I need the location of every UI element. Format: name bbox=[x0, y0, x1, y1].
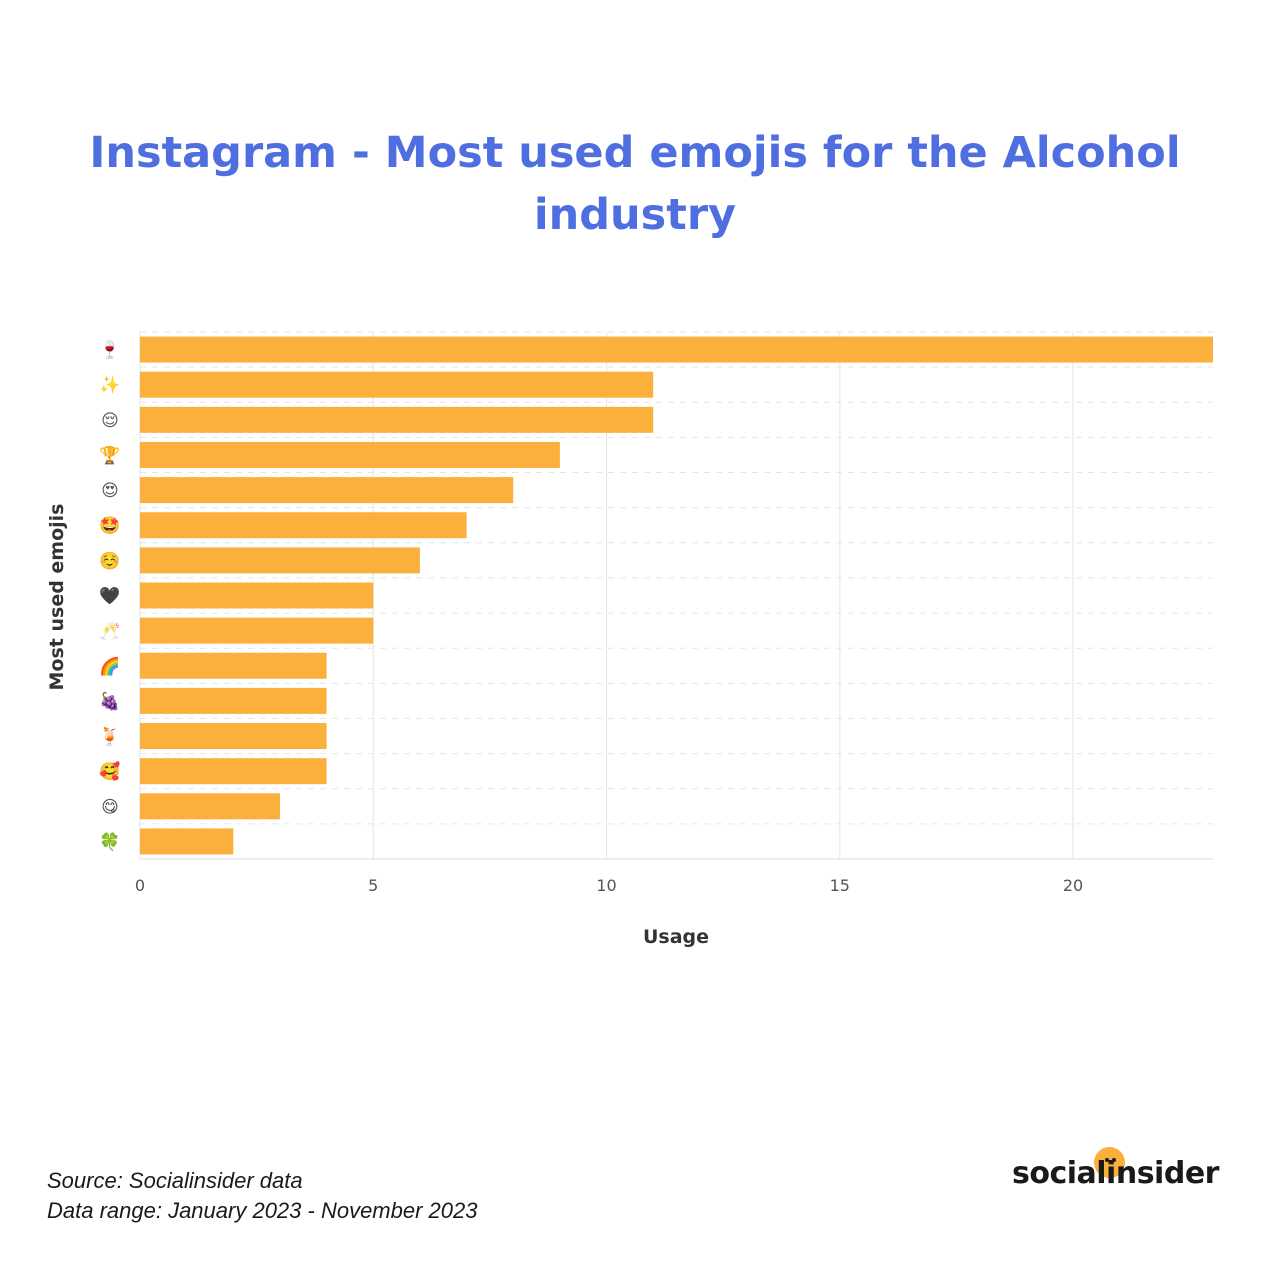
x-tick-label-3: 15 bbox=[830, 876, 850, 895]
y-axis-label: Most used emojis bbox=[46, 504, 68, 691]
y-tick-labels: 🍷 ✨ 😌 🏆 😍 🤩 ☺️ 🖤 🥂 🌈 🍇 🍹 🥰 😋 🍀 bbox=[99, 340, 121, 853]
bar-3 bbox=[140, 441, 560, 468]
y-tick-label-9: 🌈 bbox=[99, 656, 120, 677]
y-tick-label-6: ☺️ bbox=[99, 551, 120, 571]
x-tick-label-2: 10 bbox=[596, 876, 616, 895]
y-tick-label-10: 🍇 bbox=[99, 691, 120, 712]
bar-4 bbox=[140, 477, 514, 504]
y-tick-label-8: 🥂 bbox=[99, 622, 120, 642]
y-tick-label-0: 🍷 bbox=[99, 340, 120, 361]
bar-11 bbox=[140, 723, 327, 750]
chart-title: Instagram - Most used emojis for the Alc… bbox=[89, 128, 1181, 240]
data-range-note: Data range: January 2023 - November 2023 bbox=[47, 1198, 478, 1223]
bar-13 bbox=[140, 793, 280, 820]
x-tick-label-4: 20 bbox=[1063, 876, 1083, 895]
y-tick-label-2: 😌 bbox=[101, 411, 119, 431]
x-tick-label-1: 5 bbox=[368, 876, 378, 895]
bar-12 bbox=[140, 758, 327, 785]
logo-eye-right bbox=[1112, 1158, 1116, 1162]
y-tick-label-1: ✨ bbox=[99, 376, 120, 396]
bars bbox=[140, 336, 1213, 855]
bar-5 bbox=[140, 512, 467, 539]
y-tick-label-14: 🍀 bbox=[99, 831, 120, 852]
socialinsider-logo: socialinsider bbox=[1012, 1156, 1219, 1191]
x-tick-label-0: 0 bbox=[135, 876, 145, 895]
footer: Source: Socialinsider data Data range: J… bbox=[47, 1166, 477, 1226]
x-axis-label: Usage bbox=[643, 926, 709, 948]
y-tick-label-5: 🤩 bbox=[99, 516, 120, 536]
bar-10 bbox=[140, 687, 327, 714]
bar-1 bbox=[140, 371, 654, 398]
bar-2 bbox=[140, 406, 654, 433]
y-tick-label-12: 🥰 bbox=[99, 761, 120, 782]
source-note: Source: Socialinsider data bbox=[47, 1168, 303, 1193]
y-tick-label-4: 😍 bbox=[101, 481, 119, 501]
bar-8 bbox=[140, 617, 374, 644]
bar-14 bbox=[140, 828, 234, 855]
bar-6 bbox=[140, 547, 420, 574]
y-tick-label-11: 🍹 bbox=[99, 726, 120, 747]
x-tick-labels: 0 5 10 15 20 bbox=[135, 876, 1083, 895]
bar-7 bbox=[140, 582, 374, 609]
bar-9 bbox=[140, 652, 327, 679]
logo-eye-left bbox=[1105, 1158, 1109, 1162]
y-tick-label-7: 🖤 bbox=[99, 587, 121, 607]
y-tick-label-13: 😋 bbox=[101, 797, 119, 817]
y-tick-label-3: 🏆 bbox=[99, 445, 120, 466]
bar-0 bbox=[140, 336, 1213, 363]
logo-mark bbox=[1094, 1147, 1125, 1178]
